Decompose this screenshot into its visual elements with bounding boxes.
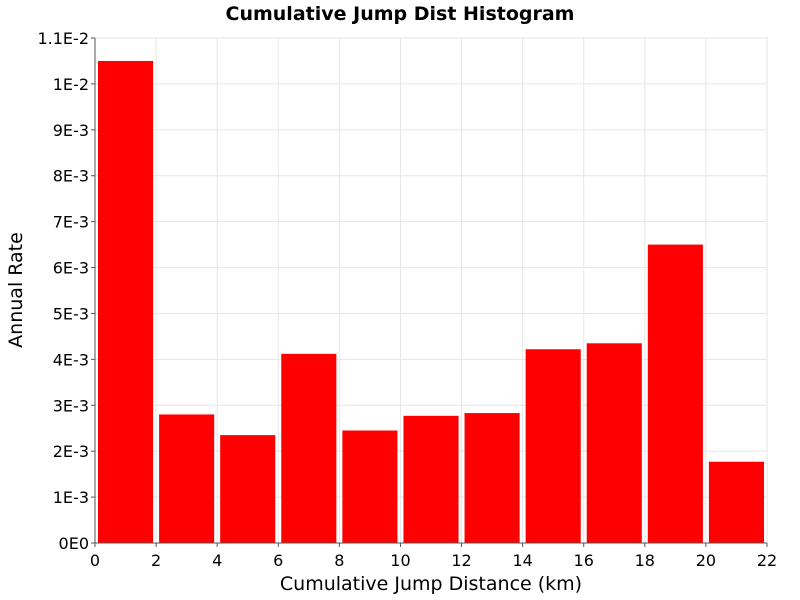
y-tick-label: 4E-3 xyxy=(53,350,89,369)
x-tick-label: 18 xyxy=(635,551,655,570)
histogram-bar xyxy=(586,343,642,543)
y-axis-ticks: 0E0 1E-3 2E-3 3E-3 4E-3 5E-3 6E-3 7E-3 8E-3 9E-3 1… xyxy=(37,29,95,553)
x-tick-label: 10 xyxy=(390,551,410,570)
x-tick-label: 4 xyxy=(212,551,222,570)
x-axis-label: Cumulative Jump Distance (km) xyxy=(280,573,582,595)
chart-title: Cumulative Jump Dist Histogram xyxy=(226,3,575,25)
y-tick-label: 2E-3 xyxy=(53,442,89,461)
x-tick-label: 22 xyxy=(757,551,777,570)
histogram-bar xyxy=(281,353,337,543)
x-tick-label: 12 xyxy=(451,551,471,570)
x-tick-label: 20 xyxy=(696,551,716,570)
y-tick-label: 1E-2 xyxy=(53,75,89,94)
histogram-bar xyxy=(403,415,459,543)
histogram-bar xyxy=(708,461,764,543)
x-axis-ticks: 0 2 4 6 8 10 12 14 16 18 20 22 xyxy=(90,543,777,570)
y-tick-label: 7E-3 xyxy=(53,213,89,232)
histogram-bar xyxy=(342,430,398,543)
axes xyxy=(94,38,767,544)
x-tick-label: 14 xyxy=(512,551,532,570)
bars xyxy=(98,60,764,544)
y-tick-label: 0E0 xyxy=(59,534,89,553)
y-tick-label: 3E-3 xyxy=(53,396,89,415)
y-tick-label: 5E-3 xyxy=(53,304,89,323)
y-tick-label: 9E-3 xyxy=(53,121,89,140)
x-tick-label: 6 xyxy=(273,551,283,570)
y-tick-label: 1E-3 xyxy=(53,488,89,507)
histogram-bar xyxy=(647,244,703,543)
y-tick-label: 8E-3 xyxy=(53,167,89,186)
x-tick-label: 0 xyxy=(90,551,100,570)
histogram-bar xyxy=(525,349,581,543)
y-tick-label: 6E-3 xyxy=(53,259,89,278)
histogram-bar xyxy=(464,413,520,543)
y-axis-label: Annual Rate xyxy=(5,232,27,348)
x-tick-label: 8 xyxy=(334,551,344,570)
histogram-bar xyxy=(98,60,154,544)
histogram-bar xyxy=(220,435,276,543)
x-tick-label: 2 xyxy=(151,551,161,570)
histogram-bar xyxy=(159,414,215,543)
x-tick-label: 16 xyxy=(574,551,594,570)
y-tick-label: 1.1E-2 xyxy=(37,29,89,48)
